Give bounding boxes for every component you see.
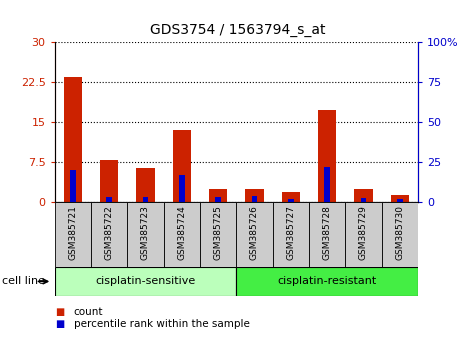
- Text: GSM385728: GSM385728: [323, 205, 332, 260]
- Bar: [100, 160, 118, 202]
- Bar: [209, 188, 227, 202]
- Text: ■: ■: [55, 307, 64, 316]
- Bar: [237, 267, 418, 296]
- Text: GDS3754 / 1563794_s_at: GDS3754 / 1563794_s_at: [150, 23, 325, 37]
- Bar: [70, 170, 76, 202]
- Text: cisplatin-sensitive: cisplatin-sensitive: [95, 276, 196, 286]
- Text: cisplatin-resistant: cisplatin-resistant: [277, 276, 377, 286]
- Text: GSM385727: GSM385727: [286, 205, 295, 260]
- Text: cell line: cell line: [2, 276, 46, 286]
- Bar: [91, 202, 127, 267]
- Bar: [318, 110, 336, 202]
- Bar: [179, 175, 184, 202]
- Bar: [345, 202, 381, 267]
- Bar: [136, 169, 154, 202]
- Text: GSM385726: GSM385726: [250, 205, 259, 260]
- Bar: [200, 202, 237, 267]
- Text: GSM385722: GSM385722: [104, 205, 114, 260]
- Bar: [391, 195, 409, 202]
- Bar: [309, 202, 345, 267]
- Text: GSM385729: GSM385729: [359, 205, 368, 260]
- Text: GSM385730: GSM385730: [395, 205, 404, 260]
- Bar: [143, 197, 148, 202]
- Bar: [361, 198, 366, 202]
- Bar: [127, 202, 163, 267]
- Bar: [381, 202, 418, 267]
- Text: GSM385721: GSM385721: [68, 205, 77, 260]
- Bar: [106, 197, 112, 202]
- Bar: [216, 197, 221, 202]
- Bar: [246, 188, 264, 202]
- Bar: [55, 202, 91, 267]
- Text: percentile rank within the sample: percentile rank within the sample: [74, 319, 249, 329]
- Bar: [237, 202, 273, 267]
- Bar: [55, 267, 237, 296]
- Bar: [282, 192, 300, 202]
- Bar: [324, 167, 330, 202]
- Bar: [163, 202, 200, 267]
- Bar: [397, 199, 402, 202]
- Text: ■: ■: [55, 319, 64, 329]
- Bar: [288, 199, 294, 202]
- Bar: [64, 77, 82, 202]
- Text: GSM385725: GSM385725: [214, 205, 223, 260]
- Text: GSM385723: GSM385723: [141, 205, 150, 260]
- Text: count: count: [74, 307, 103, 316]
- Bar: [252, 196, 257, 202]
- Bar: [354, 188, 372, 202]
- Text: GSM385724: GSM385724: [177, 205, 186, 260]
- Bar: [273, 202, 309, 267]
- Bar: [173, 130, 191, 202]
